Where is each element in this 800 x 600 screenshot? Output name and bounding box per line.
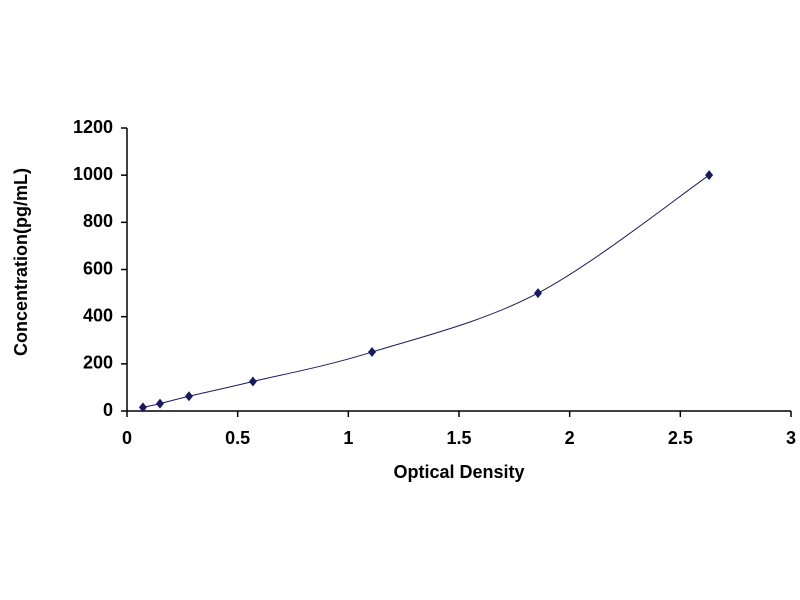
x-tick-label: 2.5	[668, 428, 693, 448]
y-tick-label: 600	[83, 258, 113, 278]
y-tick-label: 200	[83, 353, 113, 373]
x-tick-label: 1	[343, 428, 353, 448]
y-tick-label: 1000	[73, 164, 113, 184]
data-point	[184, 391, 193, 402]
x-tick-label: 1.5	[446, 428, 471, 448]
y-tick-label: 1200	[73, 117, 113, 137]
x-tick-label: 0.5	[225, 428, 250, 448]
data-point	[138, 402, 147, 413]
data-point	[534, 288, 543, 299]
y-tick-label: 0	[103, 400, 113, 420]
data-point	[705, 170, 714, 181]
x-tick-label: 3	[786, 428, 796, 448]
data-point	[155, 398, 164, 409]
y-tick-label: 800	[83, 211, 113, 231]
y-axis-label: Concentration(pg/mL)	[11, 168, 31, 356]
x-tick-label: 0	[122, 428, 132, 448]
x-tick-label: 2	[565, 428, 575, 448]
data-point	[248, 376, 257, 387]
y-tick-label: 400	[83, 305, 113, 325]
x-axis-label: Optical Density	[393, 462, 524, 482]
fit-curve	[142, 174, 710, 408]
data-point	[368, 347, 377, 358]
